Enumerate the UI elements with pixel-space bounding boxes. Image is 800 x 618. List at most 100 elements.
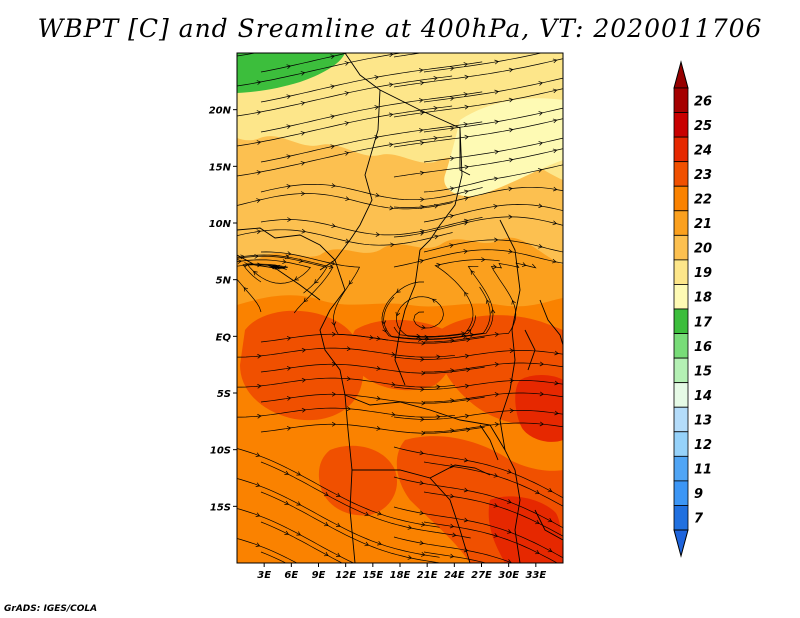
streamline-arrow [449, 156, 455, 161]
streamline-arrow [485, 299, 491, 304]
streamline-arrow [418, 98, 424, 103]
streamline [260, 461, 471, 539]
streamline-arrow [331, 331, 337, 337]
streamline-arrow [344, 91, 350, 96]
lat-tick-label: EQ [216, 332, 232, 343]
streamline-arrow [508, 214, 513, 220]
streamline-arrow [494, 237, 499, 243]
streamline [260, 183, 483, 201]
streamline-arrow [323, 551, 329, 557]
streamline-arrow [469, 332, 475, 338]
streamline-arrow [450, 398, 455, 403]
streamline-arrow [344, 121, 350, 126]
streamline-arrow [463, 92, 469, 97]
streamline-arrow [464, 291, 469, 297]
streamline-arrow [286, 366, 292, 371]
streamline-arrow [450, 428, 455, 433]
streamline-arrow [255, 452, 261, 457]
streamline-arrow [344, 61, 350, 66]
streamline-arrow [257, 383, 262, 389]
streamline-arrow [463, 517, 469, 523]
streamline-arrow [463, 249, 468, 254]
lon-tick-label: 12E [335, 570, 356, 581]
streamline-arrow [494, 89, 499, 95]
streamline-arrow [452, 532, 457, 538]
colorbar-label: 14 [694, 389, 712, 404]
streamline [237, 229, 453, 246]
streamline-arrow [421, 340, 426, 346]
streamline-arrow [256, 140, 262, 145]
colorbar-label: 13 [694, 414, 712, 429]
streamline-arrow [507, 529, 512, 534]
streamline-arrow [237, 259, 242, 264]
streamline [242, 263, 288, 283]
streamline [260, 121, 483, 163]
streamline [423, 551, 488, 563]
streamline-arrow [330, 84, 335, 90]
colorbar-swatch [673, 87, 689, 113]
streamline-arrow [286, 124, 292, 129]
streamline-arrow [323, 491, 329, 497]
lat-tick-label: 10S [210, 446, 231, 457]
streamline-arrow [539, 421, 545, 427]
streamline-arrow [419, 170, 425, 176]
streamline-arrow [377, 540, 382, 546]
streamline-arrow [376, 336, 381, 341]
streamline-arrow [330, 114, 335, 120]
streamline-arrow [461, 331, 466, 337]
streamline-arrow [389, 205, 394, 211]
streamline-arrow [296, 501, 302, 506]
streamline-arrow [463, 547, 469, 553]
streamline-arrow [552, 118, 558, 124]
streamline [260, 91, 483, 133]
streamline-arrow [300, 161, 306, 166]
streamline-arrow [463, 220, 469, 226]
streamline-arrow [287, 251, 292, 256]
streamline-arrow [450, 368, 455, 373]
streamline-arrow [547, 548, 553, 553]
streamline-arrow [374, 135, 379, 140]
fill-region-green-17-northwest [237, 53, 345, 93]
streamline-arrow [494, 149, 499, 155]
streamline-arrow [255, 512, 261, 517]
streamline-arrow [509, 348, 515, 354]
streamline-arrow [296, 531, 302, 536]
colorbar-swatch [673, 284, 689, 310]
colorbar-swatch [673, 431, 689, 457]
lon-tick-label: 18E [390, 570, 411, 581]
streamline [396, 296, 477, 338]
streamline-arrow [552, 258, 557, 264]
streamline-arrow [494, 119, 499, 125]
streamline-arrow [331, 321, 337, 326]
streamline [423, 491, 563, 537]
streamline [393, 446, 563, 499]
streamline-arrow [421, 400, 426, 406]
streamline-arrow [420, 386, 425, 392]
lat-tick-label: 5N [216, 276, 232, 287]
streamline-arrow [466, 328, 472, 334]
streamline-arrow [388, 82, 394, 88]
colorbar-swatch [673, 406, 689, 433]
streamline-arrow [282, 265, 287, 270]
streamline-arrow [535, 549, 540, 555]
streamline-arrow [243, 287, 249, 292]
streamline-arrow [552, 220, 558, 226]
streamline-arrow [449, 463, 455, 469]
streamline [424, 262, 537, 343]
streamline [237, 478, 440, 558]
streamline-arrow [286, 336, 292, 341]
streamline-arrow [257, 413, 262, 419]
streamline-arrow [390, 242, 395, 248]
colorbar: 26 25 24 23 22 21 20 19 18 17 16 15 14 13 12 11 9 7 [673, 60, 713, 558]
lon-tick-label: 15E [362, 570, 383, 581]
streamline-arrow [539, 391, 545, 397]
streamline-arrow [331, 361, 337, 367]
streamline [260, 217, 483, 236]
streamline-arrow [419, 140, 425, 146]
lat-tick-label: 15N [209, 162, 232, 173]
streamline-arrow [418, 128, 424, 133]
lon-tick-label: 9E [312, 570, 326, 581]
streamline-arrow [419, 258, 424, 264]
streamline-arrow [284, 530, 290, 535]
streamline-arrow [335, 492, 341, 497]
